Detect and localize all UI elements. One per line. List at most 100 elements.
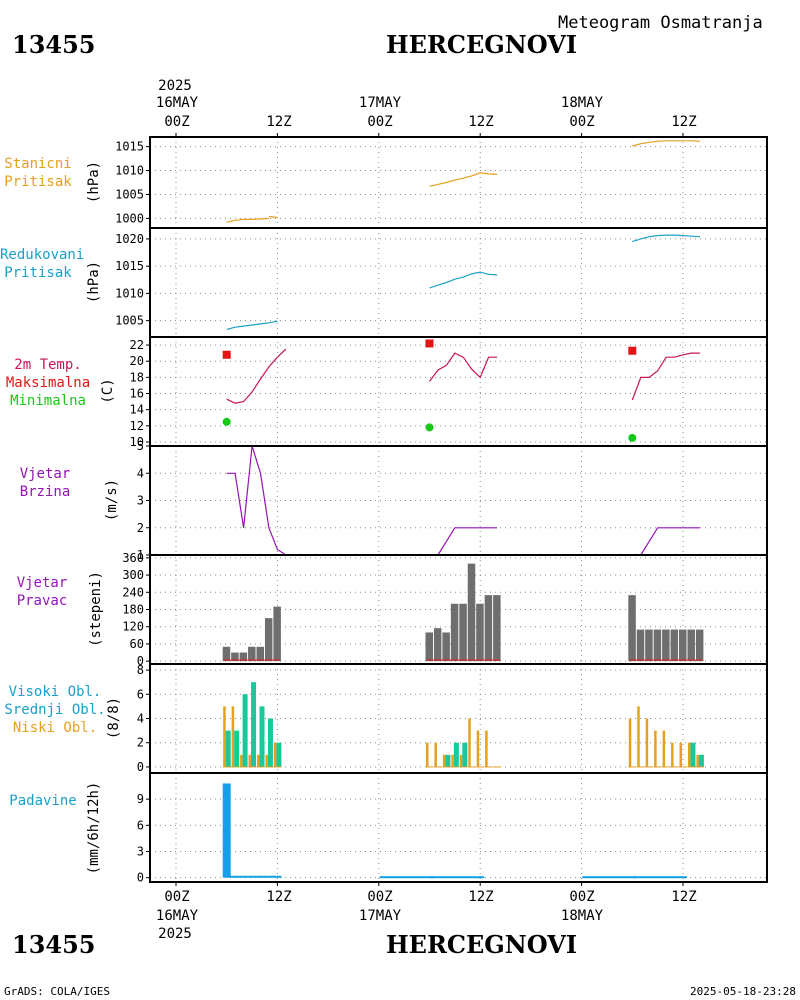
mid-cloud-bar	[267, 718, 273, 767]
bottom-tick-label: 00Z	[569, 889, 595, 905]
top-tick-label: 00Z	[569, 114, 595, 130]
mid-cloud-bar	[698, 754, 704, 767]
panel-label-line: Pritisak	[4, 174, 72, 190]
mid-cloud-bar	[234, 730, 240, 767]
y-tick-label: 300	[122, 568, 144, 582]
low-cloud-bar	[468, 718, 471, 767]
precip-bar	[379, 876, 434, 879]
low-cloud-bar	[223, 706, 226, 767]
wind-direction-bar	[493, 595, 501, 662]
wind-direction-bar	[670, 629, 679, 662]
meteogram-title: Meteogram Osmatranja	[558, 13, 763, 33]
low-cloud-bar	[451, 754, 454, 767]
y-tick-label: 180	[122, 603, 144, 617]
series-line	[632, 140, 700, 147]
wind-direction-bar	[484, 595, 493, 662]
y-tick-label: 360	[122, 551, 144, 565]
panel-frame	[149, 227, 768, 338]
low-cloud-bar	[645, 718, 649, 767]
wind-direction-bar	[645, 629, 653, 662]
low-cloud-bar	[687, 742, 691, 767]
panel-label-station-pressure: Stanicni Pritisak	[0, 155, 76, 191]
wind-direction-bar	[476, 603, 484, 662]
panel-frame	[149, 336, 768, 447]
bottom-tick-label: 12Z	[468, 889, 494, 905]
low-cloud-bar	[671, 742, 674, 767]
series-line	[429, 271, 498, 289]
precip-bar	[227, 875, 282, 878]
series-line	[226, 445, 287, 556]
y-tick-label: 5	[137, 439, 144, 453]
top-day-label: 17MAY	[358, 95, 402, 111]
wind-direction-bar	[459, 603, 467, 662]
low-cloud-bar	[637, 706, 640, 767]
wind-direction-bar	[679, 629, 687, 662]
bottom-day-label: 16MAY	[155, 908, 199, 924]
y-tick-label: 1005	[115, 187, 144, 201]
wind-direction-bar	[231, 652, 239, 662]
mid-cloud-bar	[690, 742, 696, 767]
wind-direction-bar	[628, 595, 636, 662]
panel-label-line: Visoki Obl.	[8, 684, 102, 700]
station-id-bottom: 13455	[12, 930, 96, 959]
panel-frame	[149, 772, 768, 883]
wind-direction-bar	[467, 563, 476, 662]
footer-timestamp: 2025-05-18-23:28	[690, 985, 796, 998]
mid-cloud-bar	[259, 706, 265, 767]
max-temp-marker	[222, 350, 231, 359]
wind-direction-bar	[273, 606, 281, 662]
wind-direction-bar	[264, 618, 273, 662]
y-tick-label: 0	[137, 760, 144, 774]
max-temp-marker	[425, 339, 434, 348]
mid-cloud-bar	[251, 682, 257, 767]
mid-cloud-bar	[276, 742, 282, 767]
panel-label-temperature: 2m Temp. Maksimalna Minimalna	[0, 356, 96, 410]
panel-label-line: Pritisak	[4, 265, 72, 281]
mid-cloud-bar	[225, 730, 231, 767]
low-cloud-bar	[628, 718, 632, 767]
panel-label-line: Pravac	[16, 593, 68, 609]
wind-direction-bar	[256, 646, 264, 662]
y-tick-label: 1010	[115, 164, 144, 178]
wind-direction-bar	[662, 629, 670, 662]
y-tick-label: 9	[137, 792, 144, 806]
footer-credit: GrADS: COLA/IGES	[4, 985, 110, 998]
min-temp-marker	[222, 417, 231, 426]
bottom-day-label: 17MAY	[358, 908, 402, 924]
low-cloud-bar	[662, 730, 666, 767]
low-cloud-bar	[257, 754, 260, 767]
wind-direction-bar	[687, 629, 695, 662]
panel-label-reduced-pressure: Redukovani Pritisak	[0, 246, 85, 282]
low-cloud-bar	[273, 742, 277, 767]
mid-cloud-bar	[445, 754, 451, 767]
series-line	[429, 527, 498, 556]
low-cloud-bar	[265, 754, 268, 767]
low-cloud-bar	[434, 742, 437, 767]
top-day-label: 18MAY	[560, 95, 604, 111]
panel-frame	[149, 445, 768, 556]
min-temp-marker	[425, 423, 434, 432]
y-tick-label: 16	[130, 387, 144, 401]
panel-label-line: Padavine	[9, 793, 77, 809]
y-tick-label: 14	[130, 403, 144, 417]
wind-direction-bar	[248, 646, 256, 662]
panel-label-line: Maksimalna	[5, 375, 91, 391]
top-tick-label: 00Z	[367, 114, 393, 130]
y-tick-label: 240	[122, 585, 144, 599]
y-tick-label: 1015	[115, 259, 144, 273]
wind-direction-bar	[695, 629, 704, 662]
station-id: 13455	[12, 30, 96, 59]
low-cloud-bar	[459, 754, 463, 767]
y-tick-label: 3	[137, 494, 144, 508]
series-line	[631, 352, 700, 401]
panel-label-line: Redukovani	[0, 247, 85, 263]
precip-bar	[222, 783, 231, 878]
max-temp-marker	[628, 346, 637, 355]
series-line	[226, 217, 269, 223]
bottom-year-label: 2025	[158, 926, 192, 942]
top-year-label: 2025	[158, 78, 192, 94]
y-tick-label: 1000	[115, 211, 144, 225]
top-tick-label: 12Z	[468, 114, 494, 130]
series-line	[632, 234, 700, 243]
